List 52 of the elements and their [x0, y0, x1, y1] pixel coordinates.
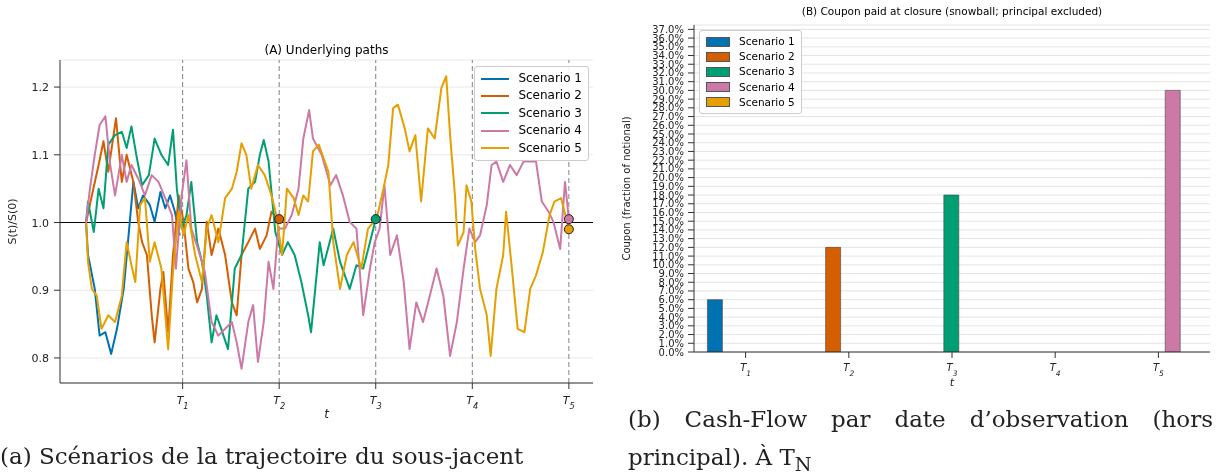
y-tick-label: 14.0% — [652, 224, 684, 236]
legend-label: Scenario 2 — [739, 49, 795, 65]
legend-label: Scenario 3 — [739, 64, 795, 80]
legend-label: Scenario 5 — [518, 139, 582, 157]
x-tick-label: T$_{4}$ — [466, 394, 479, 411]
y-tick-label: 18.0% — [652, 189, 684, 201]
y-tick-label: 37.0% — [652, 23, 684, 35]
x-axis-title: t — [324, 407, 331, 421]
y-tick-label: 36.0% — [652, 32, 684, 44]
legend-label: Scenario 4 — [518, 122, 582, 140]
chart-title: (A) Underlying paths — [263, 43, 390, 57]
y-tick-label: 10.0% — [652, 259, 684, 271]
chart-title: (B) Coupon paid at closure (snowball; principal excluded) — [800, 5, 1104, 17]
x-tick-label: T$_{4}$ — [1049, 362, 1061, 378]
y-tick-label: 1.1 — [31, 148, 49, 162]
y-tick-label: 29.0% — [652, 93, 684, 105]
x-tick-label: T$_{1}$ — [740, 362, 752, 378]
y-tick-label: 11.0% — [652, 250, 684, 262]
legend-label: Scenario 3 — [518, 104, 582, 122]
x-tick-label: T$_{3}$ — [946, 362, 958, 378]
y-tick-label: 0.9 — [31, 284, 49, 298]
text: (b) Cash-Flow par date d’observation (hors principal). À T$_{N}$ — [628, 405, 1213, 476]
y-tick-label: 1.2 — [31, 81, 49, 95]
legend-label: Scenario 5 — [739, 94, 795, 110]
y-tick-label: 25.0% — [652, 128, 684, 140]
y-axis-title: S(t)/S(0) — [5, 198, 19, 245]
x-tick-label: T$_{2}$ — [843, 362, 855, 378]
y-tick-label: 21.0% — [652, 163, 684, 175]
y-tick-label: 35.0% — [652, 41, 684, 53]
y-tick-label: 22.0% — [652, 154, 684, 166]
x-tick-label: T$_{3}$ — [369, 394, 382, 411]
y-tick-label: 0.0% — [658, 346, 684, 358]
legend-label: Scenario 1 — [739, 34, 795, 49]
x-tick-label: T$_{5}$ — [562, 394, 575, 411]
y-tick-label: 3.0% — [658, 320, 684, 332]
x-axis-title: t — [949, 376, 955, 389]
y-tick-label: 1.0 — [31, 216, 49, 230]
legend-label: Scenario 1 — [518, 70, 582, 87]
y-tick-label: 4.0% — [658, 311, 684, 323]
text: (a) Scénarios de la trajectoire du sous-jacent — [0, 442, 525, 471]
x-tick-label: T$_{1}$ — [176, 394, 189, 411]
y-tick-label: 0.8 — [31, 351, 49, 365]
y-axis-title: Coupon (fraction of notional) — [620, 116, 632, 261]
y-tick-label: 28.0% — [652, 102, 684, 114]
legend-label: Scenario 4 — [739, 79, 795, 95]
y-tick-label: 32.0% — [652, 67, 684, 79]
x-tick-label: T$_{2}$ — [273, 394, 286, 411]
y-tick-label: 7.0% — [658, 285, 684, 297]
legend-label: Scenario 2 — [518, 87, 582, 105]
x-tick-label: T$_{5}$ — [1152, 362, 1165, 378]
y-tick-label: 15.0% — [652, 215, 684, 227]
line-series — [85, 180, 181, 355]
